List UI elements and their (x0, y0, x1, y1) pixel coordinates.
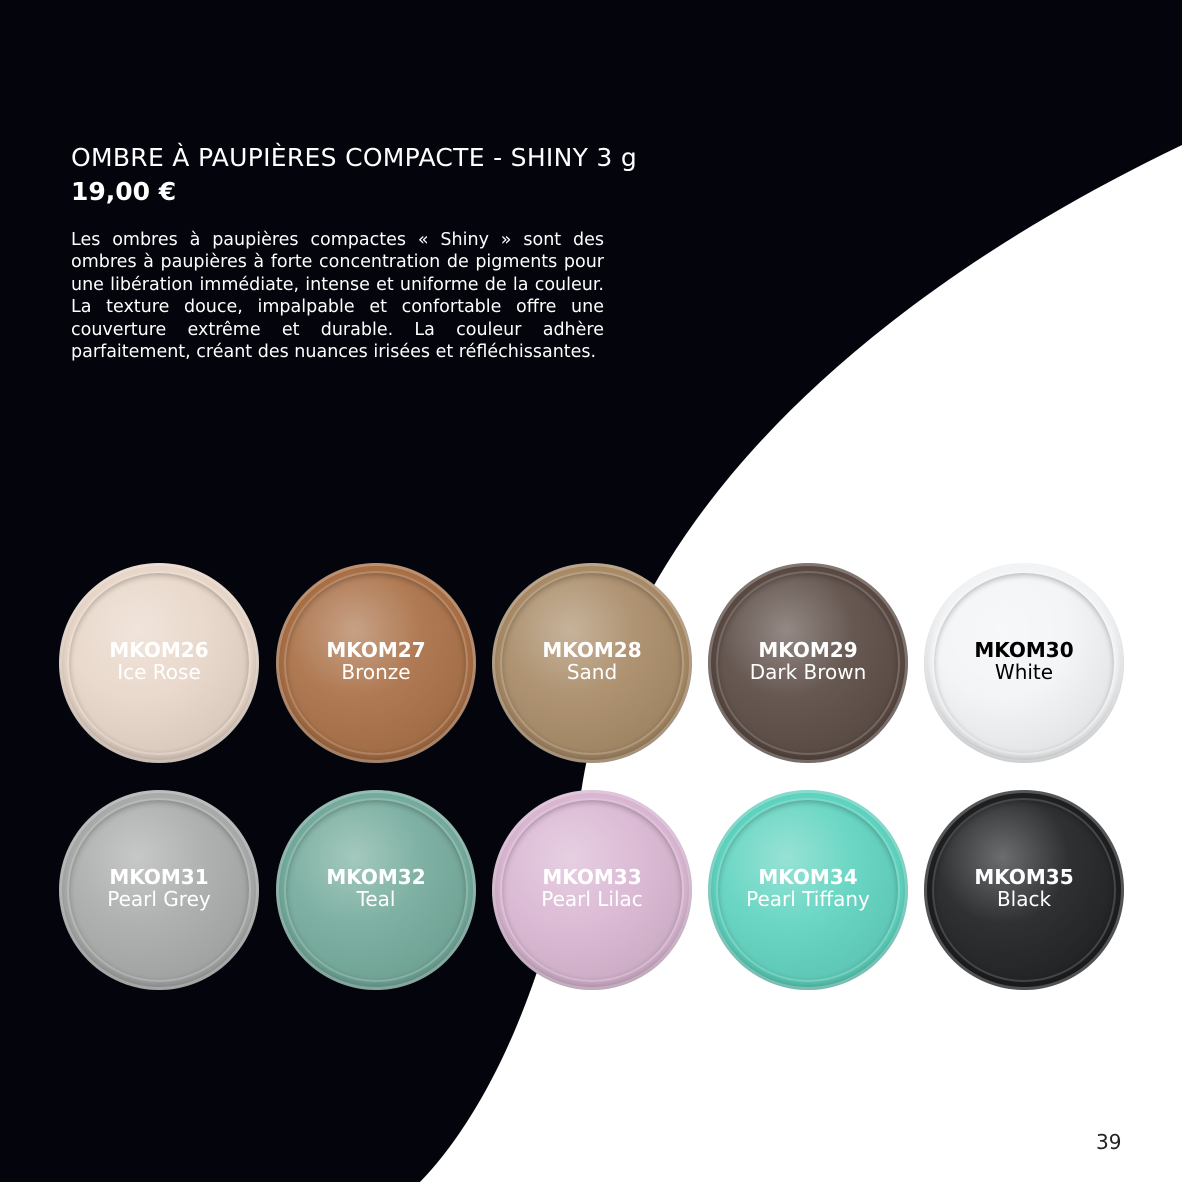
shade-swatch-mkom30[interactable]: MKOM30 White (924, 563, 1124, 763)
shade-swatch-mkom28[interactable]: MKOM28 Sand (492, 563, 692, 763)
shade-swatch-mkom34[interactable]: MKOM34 Pearl Tiffany (708, 790, 908, 990)
shade-pan (286, 573, 466, 753)
product-price: 19,00 € (71, 177, 177, 206)
shade-name: White (994, 660, 1054, 684)
shade-swatch-mkom32[interactable]: MKOM32 Teal (276, 790, 476, 990)
shade-label: MKOM34 Pearl Tiffany (708, 866, 908, 910)
shade-pan (934, 800, 1114, 980)
shade-code: MKOM26 (109, 638, 209, 662)
shade-label: MKOM30 White (924, 639, 1124, 683)
shade-code: MKOM28 (542, 638, 642, 662)
shade-code: MKOM33 (542, 865, 642, 889)
shade-code: MKOM35 (974, 865, 1074, 889)
shade-name: Black (996, 887, 1052, 911)
page-number: 39 (1096, 1130, 1122, 1154)
shade-name: Dark Brown (749, 660, 867, 684)
shade-name: Teal (356, 887, 396, 911)
shade-pan (934, 573, 1114, 753)
shade-name: Ice Rose (117, 660, 201, 684)
shade-swatch-mkom35[interactable]: MKOM35 Black (924, 790, 1124, 990)
shade-label: MKOM27 Bronze (276, 639, 476, 683)
shade-swatch-mkom29[interactable]: MKOM29 Dark Brown (708, 563, 908, 763)
shade-code: MKOM29 (758, 638, 858, 662)
shade-pan (718, 800, 898, 980)
shade-label: MKOM33 Pearl Lilac (492, 866, 692, 910)
shade-pan (502, 800, 682, 980)
shade-swatch-mkom26[interactable]: MKOM26 Ice Rose (59, 563, 259, 763)
shade-label: MKOM28 Sand (492, 639, 692, 683)
product-description: Les ombres à paupières compactes « Shiny… (71, 230, 604, 363)
shade-label: MKOM26 Ice Rose (59, 639, 259, 683)
shade-swatch-mkom33[interactable]: MKOM33 Pearl Lilac (492, 790, 692, 990)
shade-code: MKOM27 (326, 638, 426, 662)
shade-pan (718, 573, 898, 753)
shade-name: Pearl Lilac (541, 887, 643, 911)
shade-label: MKOM35 Black (924, 866, 1124, 910)
shade-code: MKOM32 (326, 865, 426, 889)
shade-pan (286, 800, 466, 980)
shade-code: MKOM31 (109, 865, 209, 889)
shade-swatch-mkom27[interactable]: MKOM27 Bronze (276, 563, 476, 763)
shade-name: Pearl Tiffany (746, 887, 870, 911)
shade-pan (69, 800, 249, 980)
shade-label: MKOM31 Pearl Grey (59, 866, 259, 910)
shade-name: Sand (566, 660, 618, 684)
shade-label: MKOM32 Teal (276, 866, 476, 910)
shade-label: MKOM29 Dark Brown (708, 639, 908, 683)
shade-swatch-mkom31[interactable]: MKOM31 Pearl Grey (59, 790, 259, 990)
shade-pan (502, 573, 682, 753)
shade-code: MKOM30 (974, 638, 1074, 662)
shade-name: Bronze (341, 660, 411, 684)
product-title: OMBRE À PAUPIÈRES COMPACTE - SHINY 3 g (71, 143, 638, 172)
shade-name: Pearl Grey (107, 887, 211, 911)
shade-code: MKOM34 (758, 865, 858, 889)
shade-pan (69, 573, 249, 753)
